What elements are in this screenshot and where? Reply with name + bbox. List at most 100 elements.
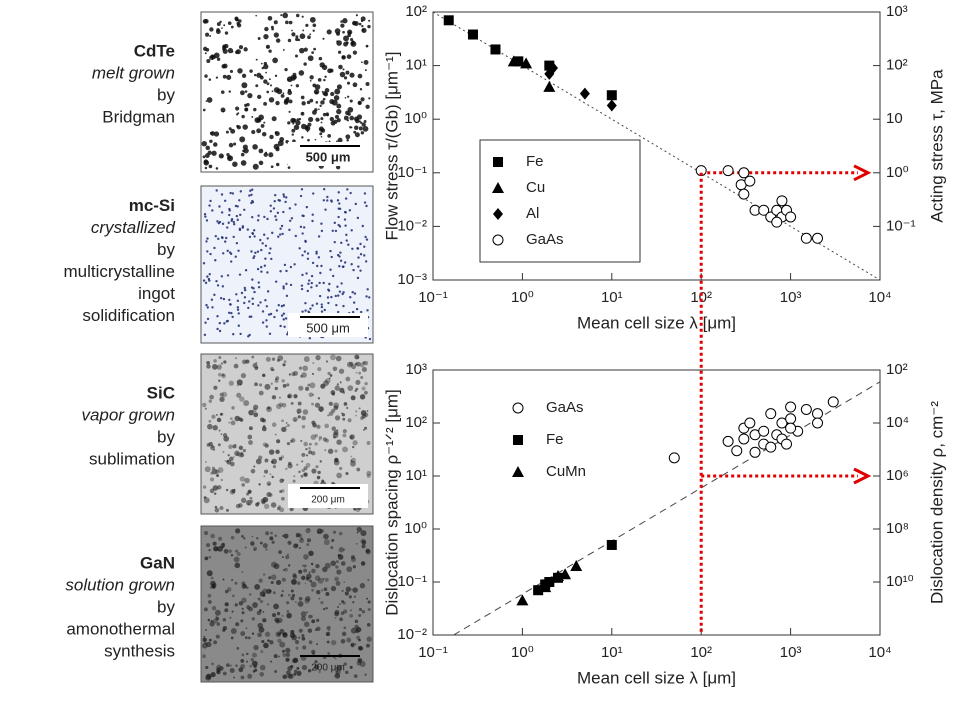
micrograph-feature [253,412,258,417]
micrograph-feature [282,674,287,679]
micrograph-feature [226,509,229,512]
micrograph-feature [229,303,231,305]
micrograph-feature [213,425,218,430]
micrograph-feature [251,356,254,359]
micrograph-feature [257,95,261,99]
micrograph-feature [222,44,226,48]
micrograph-feature [311,220,313,222]
micrograph-feature [336,140,338,142]
micrograph-feature [328,289,330,291]
micrograph-feature [230,70,233,73]
micrograph-feature [224,240,226,242]
micrograph-feature [237,552,241,556]
micrograph-feature [359,120,361,122]
micrograph-feature [354,625,359,630]
micrograph-feature [211,415,215,419]
micrograph-feature [355,380,360,385]
sample-material: GaN [140,553,175,572]
micrograph-feature [221,433,223,435]
micrograph-feature [350,461,356,467]
micrograph-feature [257,219,259,221]
x-tick-label: 10⁻¹ [418,644,448,661]
micrograph-feature [277,618,282,623]
micrograph-feature [205,557,209,561]
micrograph-feature [358,372,361,375]
micrograph-feature [247,335,249,337]
micrograph-feature [259,161,264,166]
micrograph-feature [335,295,337,297]
micrograph-feature [267,603,269,605]
micrograph-feature [354,292,356,294]
micrograph-feature [204,531,208,535]
micrograph-feature [287,666,292,671]
micrograph-feature [295,235,297,237]
micrograph-feature [362,367,367,372]
micrograph-feature [329,268,331,270]
micrograph-feature [238,312,240,314]
micrograph-feature [368,296,370,298]
micrograph-feature [271,476,273,478]
micrograph-feature [304,598,309,603]
micrograph-feature [301,461,303,463]
micrograph-feature [307,384,310,387]
micrograph-feature [365,295,367,297]
micrograph-feature [316,590,320,594]
micrograph-feature [367,623,371,627]
micrograph-feature [332,275,334,277]
micrograph-feature [343,609,347,613]
micrograph-feature [292,123,294,125]
micrograph-feature [298,415,301,418]
micrograph-feature [228,422,230,424]
micrograph-feature [228,312,230,314]
micrograph-feature [222,252,224,254]
micrograph-feature [259,383,262,386]
micrograph-feature [309,571,311,573]
micrograph-feature [330,69,334,73]
micrograph-feature [227,460,230,463]
micrograph-feature [205,282,207,284]
micrograph-feature [330,546,333,549]
micrograph-feature [345,234,347,236]
y2-tick-label: 10² [886,57,908,74]
micrograph-feature [275,131,278,134]
micrograph-feature [314,442,317,445]
micrograph-feature [281,615,283,617]
micrograph-feature [312,394,314,396]
micrograph-feature [254,74,256,76]
micrograph-feature [329,402,333,406]
micrograph-feature [313,30,315,32]
micrograph-feature [229,90,231,92]
micrograph-feature [299,547,301,549]
micrograph-feature [325,592,329,596]
micrograph-feature [253,229,255,231]
micrograph-feature [224,549,229,554]
micrograph-feature [237,379,243,385]
micrograph-feature [207,318,209,320]
micrograph-feature [279,397,281,399]
micrograph-feature [334,222,336,224]
micrograph-feature [268,16,273,21]
micrograph-feature [235,444,237,446]
micrograph-feature [222,285,224,287]
micrograph-feature [318,282,320,284]
micrograph-feature [311,282,313,284]
micrograph-feature [203,262,205,264]
micrograph-feature [300,440,302,442]
micrograph-feature [240,476,245,481]
micrograph-feature [350,609,352,611]
micrograph-feature [240,631,245,636]
micrograph-feature [216,414,218,416]
micrograph-feature [348,113,351,116]
micrograph-feature [240,90,245,95]
micrograph-feature [263,216,265,218]
y-tick-label: 10⁻³ [397,271,427,288]
micrograph-feature [206,146,210,150]
micrograph-feature [344,218,346,220]
micrograph-feature [344,224,346,226]
micrograph-feature [205,466,211,472]
micrograph-feature [317,471,320,474]
micrograph-feature [253,235,255,237]
micrograph-feature [350,99,353,102]
micrograph-feature [219,506,223,510]
micrograph-feature [345,671,348,674]
